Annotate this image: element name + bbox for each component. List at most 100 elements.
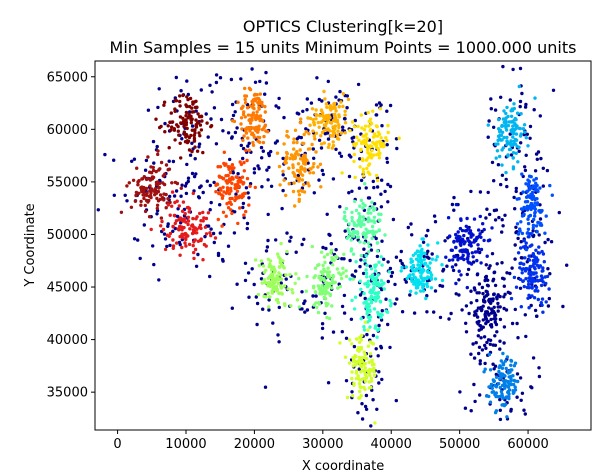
noise-point (363, 296, 367, 301)
cluster-point (297, 193, 302, 197)
noise-point (172, 194, 177, 198)
cluster-point (352, 307, 357, 311)
noise-point (301, 109, 305, 114)
noise-point (466, 267, 471, 272)
noise-point (353, 118, 357, 123)
cluster-point (324, 286, 329, 290)
noise-point (485, 207, 489, 211)
cluster-point (370, 236, 374, 241)
noise-point (394, 137, 399, 141)
cluster-point (184, 123, 188, 127)
cluster-point (288, 156, 292, 161)
cluster-point (479, 327, 484, 331)
cluster-point (363, 124, 368, 128)
cluster-point (361, 368, 365, 373)
cluster-point (151, 168, 156, 173)
noise-point (315, 76, 319, 80)
noise-point (469, 289, 473, 293)
noise-point (201, 190, 205, 195)
cluster-point (504, 170, 508, 175)
noise-point (523, 313, 527, 317)
cluster-point (350, 120, 355, 124)
cluster-point (273, 280, 277, 284)
cluster-point (158, 193, 163, 197)
cluster-point (335, 267, 340, 271)
cluster-point (499, 359, 503, 363)
cluster-point (351, 277, 355, 281)
cluster-point (257, 124, 261, 128)
cluster-point (367, 250, 371, 254)
noise-point (218, 76, 223, 80)
cluster-point (418, 263, 422, 268)
cluster-point (528, 244, 532, 248)
cluster-point (188, 227, 192, 231)
noise-point (369, 248, 374, 252)
cluster-point (532, 217, 536, 222)
cluster-point (362, 291, 366, 296)
noise-point (311, 147, 315, 151)
cluster-point (316, 165, 320, 169)
cluster-point (341, 92, 345, 96)
noise-point (360, 402, 364, 406)
cluster-point (387, 270, 391, 274)
cluster-point (388, 298, 392, 303)
noise-point (173, 96, 177, 100)
noise-point (514, 189, 518, 194)
noise-point (345, 106, 349, 110)
cluster-point (192, 250, 196, 255)
noise-point (379, 344, 383, 349)
cluster-point (526, 178, 530, 182)
cluster-point (500, 403, 504, 407)
noise-point (269, 184, 274, 188)
noise-point (386, 260, 390, 264)
noise-point (302, 237, 306, 241)
cluster-point (502, 135, 506, 140)
noise-point (474, 341, 478, 345)
cluster-point (170, 120, 175, 124)
cluster-point (281, 169, 285, 174)
cluster-point (345, 395, 350, 400)
noise-point (325, 131, 330, 135)
cluster-point (306, 116, 310, 120)
noise-point (314, 294, 318, 298)
cluster-point (479, 261, 483, 265)
cluster-point (185, 95, 189, 99)
cluster-point (173, 98, 177, 103)
noise-point (518, 99, 523, 104)
noise-point (179, 194, 183, 198)
cluster-point (247, 148, 252, 152)
noise-point (452, 208, 456, 212)
noise-point (282, 115, 286, 120)
cluster-point (285, 249, 289, 254)
cluster-point (155, 206, 159, 211)
noise-point (239, 77, 243, 81)
cluster-point (253, 185, 257, 190)
cluster-point (516, 251, 521, 255)
noise-point (523, 412, 527, 416)
cluster-point (526, 227, 531, 231)
cluster-point (514, 132, 519, 136)
noise-point (155, 144, 159, 149)
cluster-point (323, 97, 327, 101)
noise-point (357, 186, 362, 190)
cluster-point (178, 234, 182, 239)
cluster-point (339, 273, 343, 277)
noise-point (513, 243, 517, 247)
cluster-point (199, 114, 204, 118)
cluster-point (368, 373, 372, 377)
cluster-point (292, 155, 296, 159)
cluster-point (498, 394, 502, 399)
cluster-point (440, 263, 444, 267)
cluster-point (369, 219, 374, 223)
cluster-point (523, 244, 528, 248)
cluster-point (363, 387, 367, 392)
cluster-point (504, 379, 508, 383)
noise-point (132, 157, 137, 161)
noise-point (254, 295, 258, 299)
cluster-point (365, 166, 369, 171)
noise-point (246, 271, 251, 275)
cluster-point (257, 107, 261, 111)
cluster-point (188, 96, 193, 101)
noise-point (460, 308, 464, 312)
cluster-point (330, 286, 334, 290)
